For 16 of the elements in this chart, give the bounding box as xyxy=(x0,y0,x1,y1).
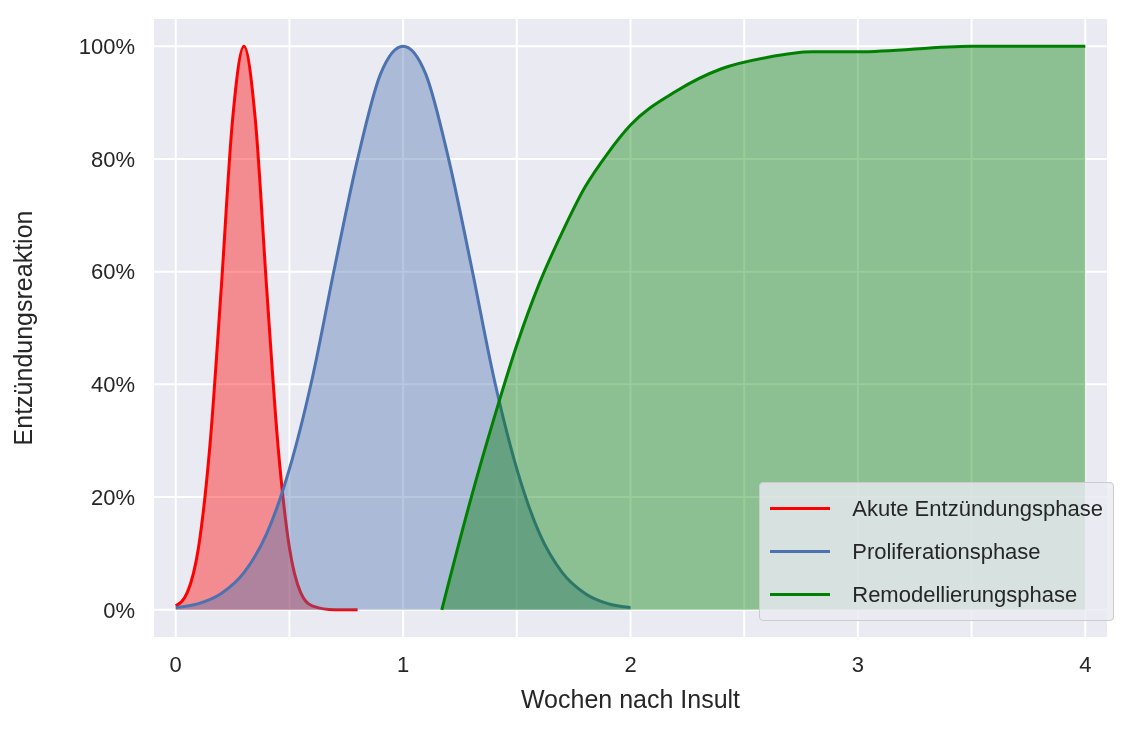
x-tick-label: 3 xyxy=(851,651,865,677)
x-axis-title: Wochen nach Insult xyxy=(520,685,741,713)
x-tick-label: 2 xyxy=(624,651,637,677)
x-tick-label: 1 xyxy=(396,651,410,677)
legend-label: Proliferationsphase xyxy=(852,538,1041,565)
legend-label: Remodellierungsphase xyxy=(852,581,1078,608)
legend-label: Akute Entzündungsphase xyxy=(852,495,1103,522)
y-tick-label: 40% xyxy=(90,372,135,398)
x-tick-label: 4 xyxy=(1079,651,1092,677)
y-axis-title: Entzündungsreaktion xyxy=(8,210,37,446)
y-tick-label: 0% xyxy=(103,597,135,623)
x-tick-label: 0 xyxy=(169,651,182,677)
y-tick-label: 20% xyxy=(90,484,135,510)
y-tick-label: 100% xyxy=(78,33,135,59)
y-tick-label: 80% xyxy=(90,146,135,172)
y-tick-label: 60% xyxy=(90,259,135,285)
